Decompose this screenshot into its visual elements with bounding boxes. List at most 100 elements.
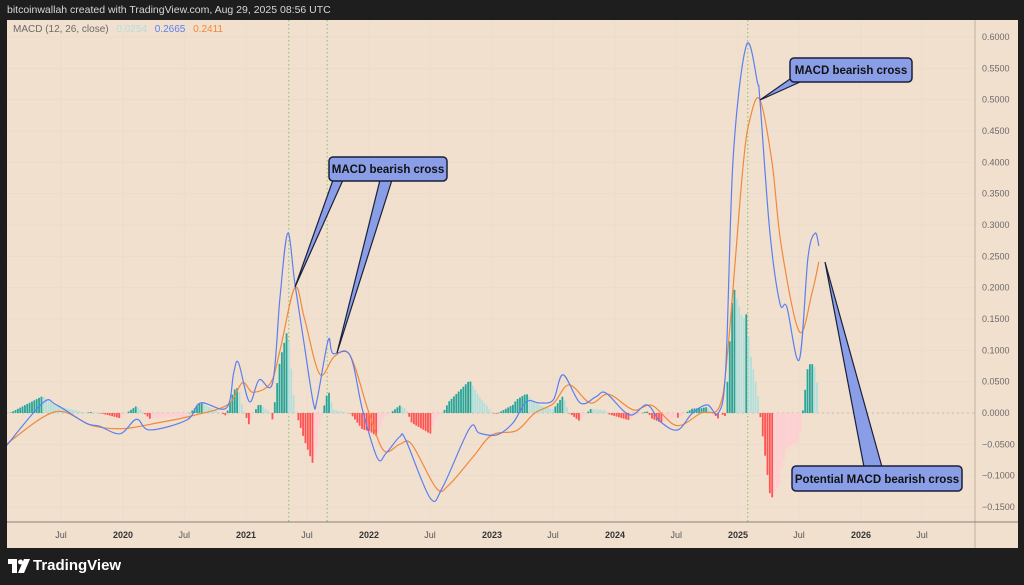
histogram-bar xyxy=(212,409,215,413)
histogram-bar xyxy=(662,413,665,422)
histogram-bar xyxy=(516,398,519,413)
histogram-bar xyxy=(255,409,257,413)
macd-chart[interactable]: 0.6000 0.5500 0.5000 0.4500 0.4000 0.3500 0.30… xyxy=(0,0,1024,548)
histogram-bar xyxy=(335,410,337,413)
chart-panel[interactable] xyxy=(7,20,1018,548)
histogram-bar xyxy=(299,413,302,429)
histogram-bar xyxy=(648,413,651,416)
histogram-bar xyxy=(740,315,743,413)
time-tick-label: Jul xyxy=(424,530,436,540)
time-tick-label: 2020 xyxy=(113,530,133,540)
histogram-bar xyxy=(717,413,719,419)
histogram-bar xyxy=(276,383,279,413)
tradingview-logo-icon[interactable] xyxy=(8,559,30,573)
macd-value: 0.2665 xyxy=(154,24,186,35)
histogram-bar xyxy=(54,405,57,413)
histogram-bar xyxy=(405,411,408,413)
histogram-bar xyxy=(535,403,538,413)
histogram-bar xyxy=(620,413,623,418)
price-tick-label: 0.2000 xyxy=(982,283,1010,293)
histogram-bar xyxy=(742,317,745,413)
histogram-bar xyxy=(125,413,128,414)
price-tick-label: 0.1000 xyxy=(982,345,1010,355)
histogram-bar xyxy=(431,413,434,428)
histogram-bar xyxy=(816,382,818,413)
histogram-bar xyxy=(679,413,682,417)
histogram-bar xyxy=(59,406,62,413)
histogram-bar xyxy=(483,403,486,413)
histogram-bar xyxy=(813,366,816,413)
histogram-bar xyxy=(801,410,804,413)
tradingview-logo-text[interactable]: TradingView xyxy=(33,557,122,574)
histogram-bar xyxy=(561,396,564,413)
histogram-bar xyxy=(691,408,693,413)
histogram-bar xyxy=(240,404,243,413)
histogram-bar xyxy=(238,392,241,413)
histogram-bar xyxy=(90,412,92,413)
histogram-bar xyxy=(200,403,203,413)
time-tick-label: 2024 xyxy=(605,530,625,540)
histogram-bar xyxy=(566,407,568,413)
histogram-bar xyxy=(328,392,330,413)
histogram-bar xyxy=(217,411,220,413)
histogram-bar xyxy=(33,400,36,413)
histogram-bar xyxy=(361,413,363,429)
histogram-bar xyxy=(474,389,477,413)
histogram-bar xyxy=(71,409,73,413)
indicator-name: MACD (12, 26, close) xyxy=(13,24,109,35)
histogram-bar xyxy=(627,413,630,421)
histogram-bar xyxy=(285,333,288,413)
histogram-bar xyxy=(785,413,788,450)
histogram-bar xyxy=(42,396,45,413)
time-axis[interactable]: Jul 2020 Jul 2021 Jul 2022 Jul 2023 Jul 2024 Jul 20… xyxy=(55,530,928,540)
histogram-bar xyxy=(38,397,40,413)
price-tick-label: 0.3000 xyxy=(982,220,1010,230)
histogram-bar xyxy=(259,404,262,413)
histogram-bar xyxy=(761,413,764,437)
histogram-bar xyxy=(243,411,246,413)
histogram-bar xyxy=(651,413,653,419)
histogram-bar xyxy=(292,395,295,413)
histogram-bar xyxy=(368,413,370,431)
histogram-bar xyxy=(94,412,97,413)
histogram-bar xyxy=(156,413,158,419)
histogram-bar xyxy=(615,413,618,417)
histogram-bar xyxy=(19,407,22,413)
callout-label: Potential MACD bearish cross xyxy=(795,474,959,486)
histogram-bar xyxy=(752,369,755,413)
histogram-bar xyxy=(667,413,670,420)
histogram-bar xyxy=(559,399,561,413)
histogram-bar xyxy=(302,413,304,436)
histogram-bar xyxy=(73,410,76,413)
histogram-bar xyxy=(672,413,675,419)
histogram-bar xyxy=(344,412,347,413)
histogram-bar xyxy=(700,408,703,413)
histogram-bar xyxy=(47,400,50,413)
histogram-bar xyxy=(153,413,156,419)
histogram-bar xyxy=(321,413,323,416)
histogram-bar xyxy=(106,413,109,415)
histogram-bar xyxy=(306,413,309,450)
time-tick-label: 2025 xyxy=(728,530,748,540)
histogram-bar xyxy=(580,413,583,421)
indicator-legend[interactable]: MACD (12, 26, close) 0.0254 0.2665 0.241… xyxy=(13,24,228,35)
histogram-bar xyxy=(804,389,807,413)
histogram-bar xyxy=(457,391,460,413)
price-tick-label: 0.6000 xyxy=(982,32,1010,42)
histogram-bar xyxy=(311,413,314,463)
histogram-bar xyxy=(794,413,797,444)
histogram-bar xyxy=(118,413,121,419)
histogram-bar xyxy=(172,413,175,417)
histogram-bar xyxy=(61,407,64,413)
histogram-bar xyxy=(495,413,498,414)
histogram-bar xyxy=(375,413,378,436)
histogram-bar xyxy=(420,413,422,429)
histogram-bar xyxy=(556,403,559,413)
histogram-bar xyxy=(471,385,474,413)
histogram-bar xyxy=(601,410,604,413)
histogram-bar xyxy=(684,413,686,414)
callout-pointer xyxy=(336,179,393,354)
price-axis[interactable]: 0.6000 0.5500 0.5000 0.4500 0.4000 0.3500 0.30… xyxy=(982,32,1015,512)
histogram-bar xyxy=(542,406,545,413)
histogram-bar xyxy=(410,413,413,423)
